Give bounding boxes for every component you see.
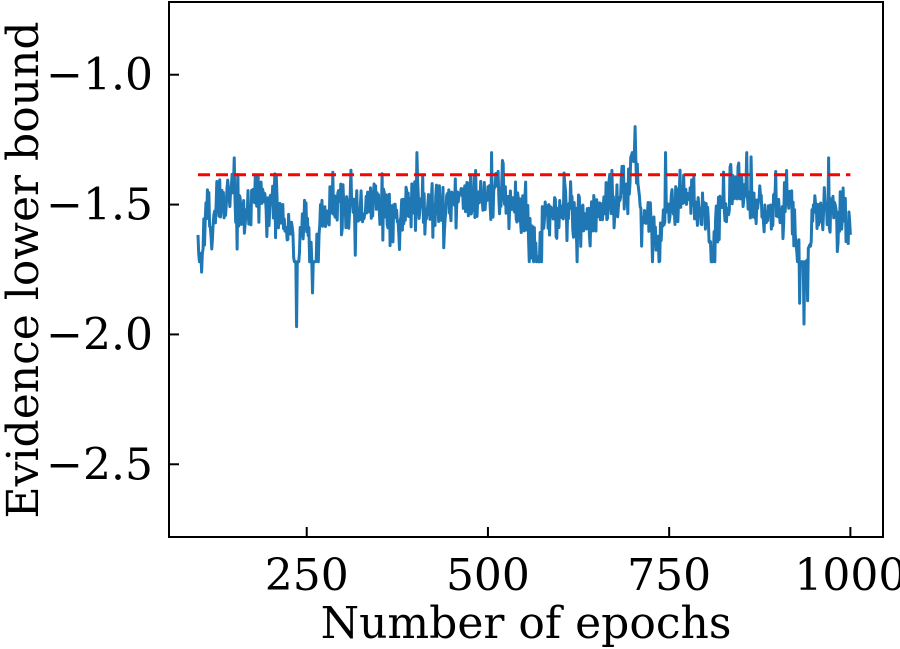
x-tick-label: 500 [446,550,530,601]
y-axis-label: Evidence lower bound [0,21,49,518]
x-tick-label: 250 [265,550,349,601]
y-tick-label: −1.0 [46,50,153,101]
y-tick-label: −2.0 [46,309,153,360]
y-tick-label: −2.5 [46,439,153,490]
x-tick-label: 750 [627,550,711,601]
series-line-elbo [196,125,852,329]
axis-ticks: 250 500 750 1000 −1.0 −1.5 −2.0 −2.5 [46,50,900,601]
y-tick-label: −1.5 [46,180,153,231]
x-tick-label: 1000 [794,550,900,601]
x-axis-label: Number of epochs [321,598,732,649]
plot-area [196,125,852,329]
plot-frame [168,1,884,538]
